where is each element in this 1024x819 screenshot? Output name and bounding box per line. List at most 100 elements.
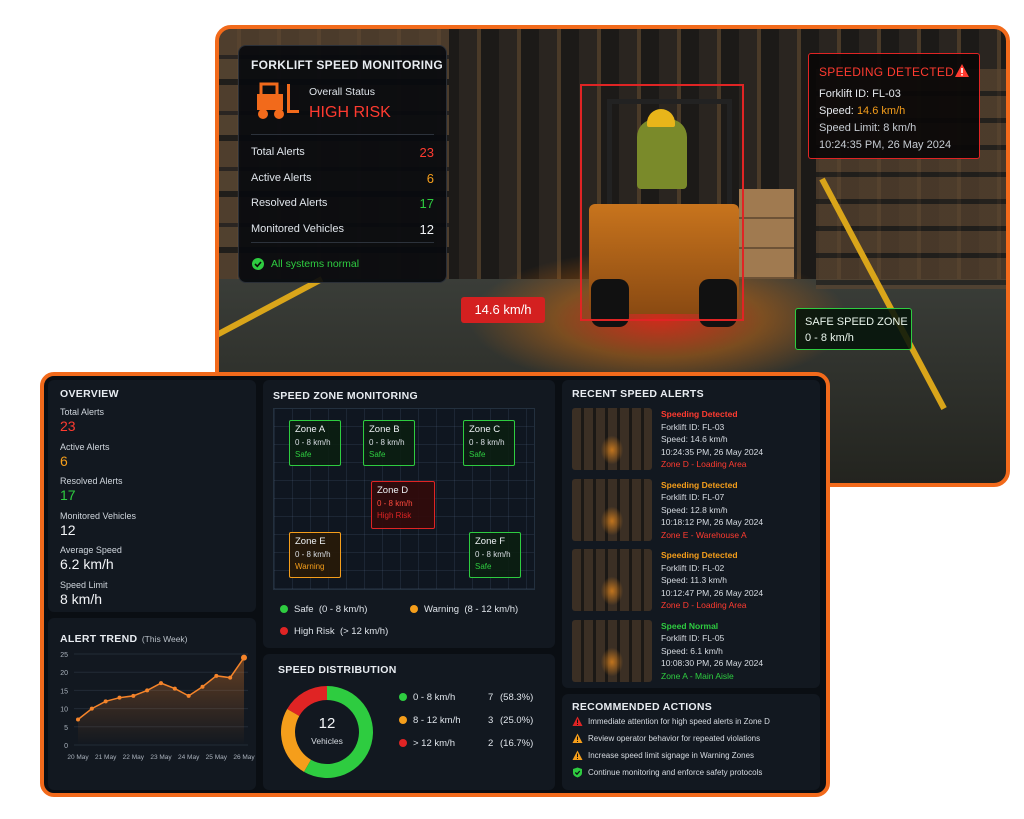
timestamp: 10:24:35 PM, 26 May 2024 [819, 139, 952, 151]
overview-label: Active Alerts [60, 441, 110, 452]
zone-status: Safe [369, 450, 386, 459]
trend-point [117, 695, 122, 700]
trend-area [78, 657, 244, 745]
stat-value: 17 [419, 196, 434, 211]
y-tick-label: 0 [64, 743, 68, 750]
zone-box: Zone F 0 - 8 km/h Safe [469, 532, 521, 578]
overview-value: 8 km/h [60, 590, 103, 607]
action-text: Continue monitoring and enforce safety p… [588, 768, 763, 777]
donut-label: Vehicles [311, 736, 343, 746]
trend-card: ALERT TREND (This Week) 0 5 10 15 20 25 20 May… [48, 618, 256, 790]
zone-name: Zone B [369, 424, 400, 435]
legend-range: (8 - 12 km/h) [464, 604, 519, 615]
forklift-icon [257, 82, 299, 119]
section-title: SPEED DISTRIBUTION [278, 664, 397, 676]
alert-time: 10:18:12 PM, 26 May 2024 [661, 517, 764, 527]
speed-value: 14.6 km/h [856, 105, 906, 117]
alerts-card: RECENT SPEED ALERTS Speeding Detected For… [562, 380, 820, 688]
overview-label: Total Alerts [60, 407, 105, 417]
trend-point [145, 688, 150, 693]
action-text: Increase speed limit signage in Warning … [588, 751, 755, 760]
alert-time: 10:24:35 PM, 26 May 2024 [661, 446, 764, 457]
zone-range: 0 - 8 km/h [469, 438, 505, 447]
y-tick-label: 5 [64, 725, 68, 732]
zone-box: Zone D 0 - 8 km/h High Risk [371, 481, 435, 529]
legend-range: (> 12 km/h) [339, 626, 389, 637]
x-tick-label: 26 May [233, 754, 255, 761]
system-status: All systems normal [271, 258, 360, 270]
action-text: Review operator behavior for repeated vi… [588, 734, 761, 743]
alert-forklift: Forklift ID: FL-05 [661, 633, 725, 643]
stat-value: 6 [426, 170, 434, 186]
action-icon [572, 716, 583, 726]
zone-box: Zone E 0 - 8 km/h Warning [289, 532, 341, 578]
trend-point [159, 681, 163, 686]
action-icon [572, 733, 583, 743]
trend-point [241, 654, 247, 661]
zone-range: 0 - 8 km/h [475, 550, 511, 559]
share: (16.7%) [500, 738, 534, 749]
overview-label: Monitored Vehicles [60, 510, 137, 521]
section-title: SPEED ZONE MONITORING [273, 390, 418, 402]
divider [251, 242, 434, 243]
zone-box: Zone A 0 - 8 km/h Safe [289, 420, 341, 466]
trend-point [228, 675, 233, 680]
legend-item: Warning (8 - 12 km/h) [410, 604, 518, 615]
legend-range: (0 - 8 km/h) [318, 604, 368, 615]
pallet [739, 189, 794, 279]
forklift [607, 99, 732, 214]
alert-speed: Speed: 14.6 km/h [661, 434, 728, 444]
zone-box: Zone B 0 - 8 km/h Safe [363, 420, 415, 466]
donut-segment [287, 686, 327, 716]
share: (58.3%) [500, 692, 534, 703]
x-tick-label: 20 May [67, 754, 89, 761]
alert-time: 10:12:47 PM, 26 May 2024 [661, 587, 764, 598]
trend-point [214, 673, 219, 678]
trend-point [131, 693, 136, 698]
y-tick-label: 15 [60, 688, 68, 695]
x-tick-label: 23 May [150, 754, 172, 761]
ok-icon [252, 258, 264, 270]
alert-zone: Zone D - Loading Area [661, 600, 747, 610]
zone-status: Safe [295, 450, 312, 459]
trend-point [186, 693, 191, 698]
donut-segment [281, 709, 311, 772]
trend-point [200, 684, 205, 689]
y-tick-label: 25 [60, 652, 68, 659]
stat-label: Active Alerts [251, 171, 312, 184]
status-label: Overall Status [309, 86, 375, 98]
zone-status: Safe [475, 562, 492, 571]
alert-speed: Speed: 11.3 km/h [661, 575, 727, 585]
overview-value: 6 [60, 452, 68, 469]
distribution-row: 8 - 12 km/h [399, 715, 461, 726]
zone-name: Zone E [295, 536, 326, 547]
alert-thumbnail [572, 408, 652, 470]
alert-zone: Zone D - Loading Area [661, 459, 747, 469]
overview-label: Average Speed [60, 545, 122, 555]
legend-dot [280, 627, 288, 635]
action-icon [572, 750, 583, 760]
range: 0 - 8 km/h [413, 692, 456, 703]
action-text: Immediate attention for high speed alert… [588, 717, 770, 726]
zone-name: Zone D [377, 485, 409, 496]
alert-speed: Speed: 6.1 km/h [661, 645, 723, 656]
y-tick-label: 20 [60, 670, 68, 677]
donut-chart: 12 Vehicles [281, 686, 373, 778]
distribution-card: SPEED DISTRIBUTION 12 Vehicles 0 - 8 km/… [263, 654, 555, 790]
alert-speed: Speed: 12.8 km/h [661, 504, 728, 515]
forklift [637, 119, 687, 189]
zone-status: High Risk [377, 511, 412, 520]
zone-range: 0 - 8 km/h [295, 550, 331, 559]
zone-name: Zone C [469, 424, 501, 435]
legend-item: High Risk (> 12 km/h) [280, 626, 388, 637]
forklift-id: Forklift ID: FL-03 [819, 88, 901, 100]
alert-forklift: Forklift ID: FL-07 [661, 492, 725, 502]
zone-status: Warning [295, 562, 325, 571]
divider [251, 134, 434, 135]
alert-status: Speed Normal [661, 620, 719, 631]
actions-card: RECOMMENDED ACTIONS Immediate attention … [562, 694, 820, 790]
stat-label: Resolved Alerts [251, 197, 328, 209]
distribution-row: 0 - 8 km/h [399, 692, 455, 703]
distribution-row: > 12 km/h [399, 738, 455, 749]
